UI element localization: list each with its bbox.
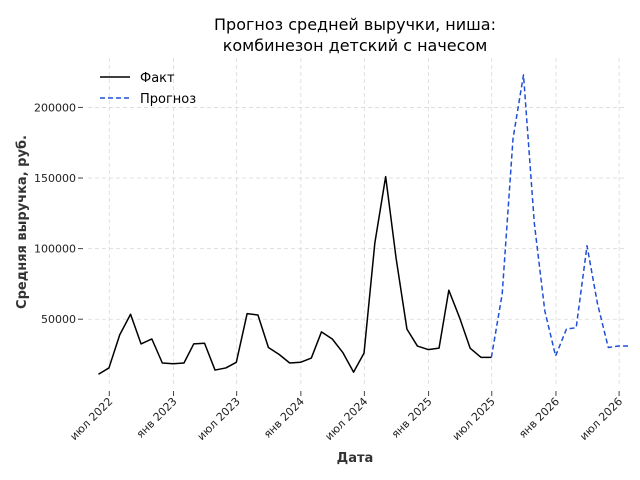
x-tick-label: июл 2024	[322, 395, 370, 443]
fact-data-point	[257, 314, 259, 316]
forecast-data-point	[522, 74, 524, 76]
y-tick-label: 100000	[34, 243, 76, 256]
forecast-data-point	[512, 137, 514, 139]
fact-data-point	[151, 338, 153, 340]
legend-fact-label: Факт	[140, 71, 175, 86]
chart-title-line-1: Прогноз средней выручки, ниша:	[214, 15, 496, 34]
series-lines	[97, 74, 630, 375]
fact-data-point	[352, 371, 354, 373]
fact-data-point	[288, 362, 290, 364]
forecast-data-point	[618, 345, 620, 347]
fact-data-point	[320, 331, 322, 333]
fact-data-point	[225, 367, 227, 369]
forecast-data-point	[490, 356, 492, 358]
fact-data-point	[193, 343, 195, 345]
fact-data-point	[161, 362, 163, 364]
x-tick-label: июл 2022	[67, 395, 115, 443]
forecast-data-point	[565, 328, 567, 330]
forecast-data-point	[575, 326, 577, 328]
fact-data-point	[97, 373, 99, 375]
y-axis-ticks: 50000 100000 150000 200000	[34, 101, 83, 326]
fact-data-point	[384, 175, 386, 177]
y-tick-label: 150000	[34, 172, 76, 185]
legend: Факт Прогноз	[100, 71, 196, 107]
y-axis-title: Средняя выручка, руб.	[15, 135, 30, 309]
y-tick-label: 200000	[34, 101, 76, 114]
fact-series-line	[98, 175, 492, 375]
forecast-data-point	[501, 293, 503, 295]
fact-data-point	[267, 346, 269, 348]
fact-data-point	[469, 347, 471, 349]
x-axis-title: Дата	[337, 451, 374, 466]
fact-data-point	[235, 361, 237, 363]
fact-data-point	[374, 242, 376, 244]
fact-data-point	[310, 357, 312, 359]
grid	[88, 58, 624, 387]
forecast-data-point	[586, 245, 588, 247]
y-tick-label: 50000	[41, 313, 76, 326]
forecast-data-point	[607, 346, 609, 348]
legend-forecast-label: Прогноз	[140, 92, 196, 107]
x-tick-label: июл 2023	[195, 395, 243, 443]
fact-data-point	[480, 356, 482, 358]
fact-data-point	[331, 338, 333, 340]
forecast-data-point	[544, 310, 546, 312]
fact-data-point	[214, 369, 216, 371]
x-tick-label: июл 2025	[450, 395, 498, 443]
x-tick-label: янв 2023	[134, 395, 180, 441]
fact-data-point	[246, 312, 248, 314]
fact-data-point	[427, 348, 429, 350]
fact-data-point	[448, 289, 450, 291]
fact-data-point	[395, 257, 397, 259]
x-tick-label: янв 2026	[516, 395, 562, 441]
fact-data-point	[342, 351, 344, 353]
x-tick-label: янв 2025	[389, 395, 435, 441]
x-tick-label: янв 2024	[261, 395, 307, 441]
forecast-data-point	[596, 302, 598, 304]
fact-data-point	[129, 313, 131, 315]
fact-data-point	[299, 361, 301, 363]
fact-data-point	[438, 347, 440, 349]
fact-data-point	[203, 342, 205, 344]
forecast-series-line	[490, 74, 630, 358]
fact-data-point	[458, 317, 460, 319]
fact-data-point	[183, 362, 185, 364]
forecast-data-point	[628, 345, 630, 347]
x-axis-ticks: июл 2022 янв 2023 июл 2023 янв 2024 июл 2024…	[67, 391, 625, 443]
forecast-data-point	[554, 355, 556, 357]
fact-data-point	[363, 352, 365, 354]
fact-data-point	[108, 367, 110, 369]
fact-data-point	[278, 353, 280, 355]
fact-data-point	[140, 343, 142, 345]
chart-title-line-2: комбинезон детский с начесом	[223, 36, 488, 55]
fact-data-point	[416, 345, 418, 347]
fact-data-point	[172, 363, 174, 365]
x-tick-label: июл 2026	[577, 395, 625, 443]
forecast-data-point	[533, 222, 535, 224]
fact-data-point	[119, 334, 121, 336]
fact-data-point	[406, 328, 408, 330]
